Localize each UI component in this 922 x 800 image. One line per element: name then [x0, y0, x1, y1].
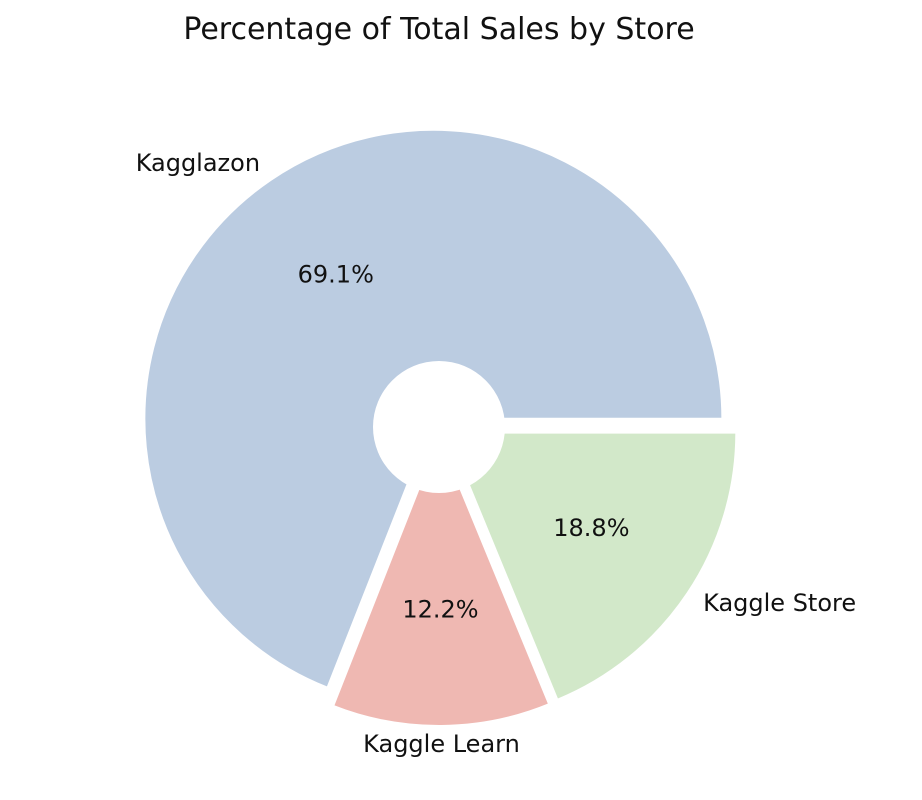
slice-label-kaggle-store: Kaggle Store	[703, 589, 856, 617]
pct-label-kaggle-store: 18.8%	[553, 514, 629, 542]
slice-kaggle-store	[445, 431, 738, 702]
chart-title: Percentage of Total Sales by Store	[183, 12, 695, 47]
pct-label-kaggle-learn: 12.2%	[402, 595, 478, 623]
donut-hole	[373, 361, 505, 493]
labels-layer: Kagglazon 69.1% Kaggle Learn 12.2% Kaggle St…	[136, 149, 856, 758]
slice-label-kagglazon: Kagglazon	[136, 149, 260, 177]
slice-label-kaggle-learn: Kaggle Learn	[363, 730, 520, 758]
pct-label-kagglazon: 69.1%	[298, 260, 374, 288]
slice-kaggle-learn	[331, 434, 551, 727]
